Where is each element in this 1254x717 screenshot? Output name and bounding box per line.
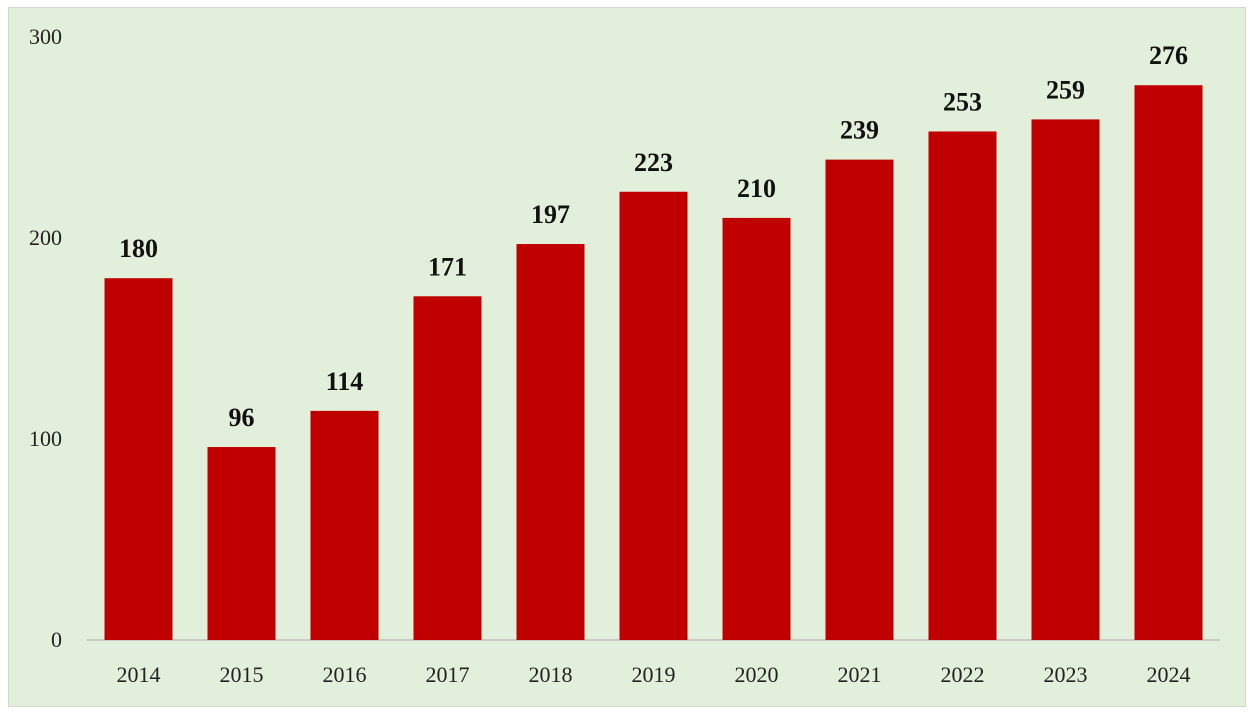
bar xyxy=(619,191,688,640)
x-tick-label: 2014 xyxy=(117,662,161,687)
data-label: 239 xyxy=(840,116,879,145)
y-tick-label: 300 xyxy=(29,24,62,49)
x-tick-label: 2024 xyxy=(1147,662,1191,687)
data-label: 171 xyxy=(428,252,467,281)
data-label: 223 xyxy=(634,148,673,177)
x-tick-label: 2017 xyxy=(426,662,470,687)
x-tick-label: 2023 xyxy=(1044,662,1088,687)
x-axis-tick-labels: 2014 2015 2016 2017 2018 2019 2020 2021 2022 2023… xyxy=(117,662,1191,687)
y-axis-tick-labels: 0 100 200 300 xyxy=(29,24,62,652)
y-tick-label: 200 xyxy=(29,225,62,250)
x-tick-label: 2022 xyxy=(941,662,985,687)
data-labels: 180 96 114 171 197 223 210 239 253 259 276 xyxy=(119,41,1188,432)
bar xyxy=(207,447,276,640)
data-label: 114 xyxy=(326,367,364,396)
y-tick-label: 100 xyxy=(29,426,62,451)
bar xyxy=(1031,119,1100,640)
data-label: 276 xyxy=(1149,41,1188,70)
bar xyxy=(104,278,173,640)
bar xyxy=(413,296,482,640)
x-tick-label: 2015 xyxy=(220,662,264,687)
data-label: 96 xyxy=(229,403,255,432)
x-tick-label: 2016 xyxy=(323,662,367,687)
data-label: 180 xyxy=(119,234,158,263)
data-label: 197 xyxy=(531,200,570,229)
data-label: 259 xyxy=(1046,75,1085,104)
bar xyxy=(722,217,791,640)
data-label: 253 xyxy=(943,87,982,116)
bar xyxy=(825,159,894,641)
data-label: 210 xyxy=(737,174,776,203)
bar xyxy=(1134,85,1203,641)
bar xyxy=(928,131,997,640)
x-tick-label: 2020 xyxy=(735,662,779,687)
bar xyxy=(310,410,379,640)
bar xyxy=(516,244,585,640)
x-tick-label: 2021 xyxy=(838,662,882,687)
y-tick-label: 0 xyxy=(51,627,62,652)
x-tick-label: 2018 xyxy=(529,662,573,687)
x-tick-label: 2019 xyxy=(632,662,676,687)
bar-series xyxy=(104,85,1203,641)
